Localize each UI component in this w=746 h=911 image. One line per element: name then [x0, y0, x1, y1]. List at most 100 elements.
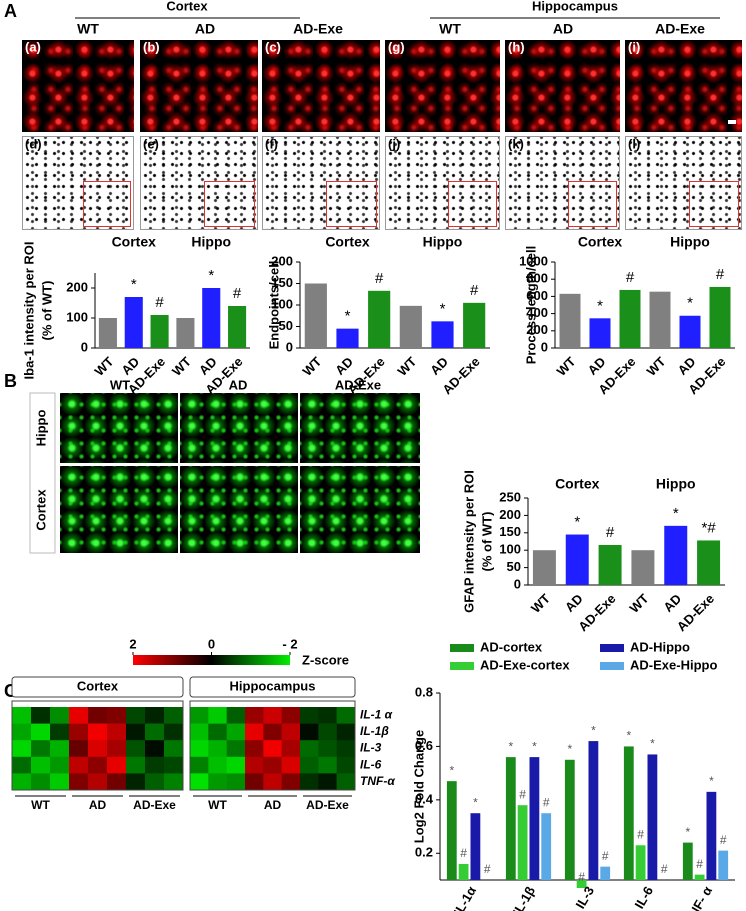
panel-title: Cortex	[77, 678, 119, 693]
micrograph	[60, 393, 178, 463]
y-tick-label: 0	[541, 339, 548, 354]
significance-marker: *	[208, 267, 214, 284]
micrograph	[180, 393, 298, 463]
skeleton-image	[385, 136, 500, 230]
y-tick-label: 0	[514, 576, 521, 591]
group-label: Hippo	[656, 476, 696, 492]
heatmap-cell	[164, 707, 184, 724]
group-label: Cortex	[555, 476, 600, 492]
heatmap-cell	[318, 773, 337, 791]
significance-marker: #	[233, 285, 242, 302]
heatmap-cell	[145, 756, 165, 774]
heatmap-cell	[336, 773, 356, 791]
heatmap-cell	[263, 707, 282, 724]
row-label-box	[29, 392, 56, 554]
heatmap-cell	[300, 773, 319, 791]
significance-marker: #	[606, 524, 615, 541]
significance-marker: *	[508, 739, 513, 753]
row-label: IL-3	[360, 741, 382, 755]
skeleton-image	[262, 136, 380, 230]
significance-marker: #	[696, 857, 703, 871]
heatmap-cell	[107, 756, 127, 774]
bar	[517, 805, 528, 880]
legend-swatch	[450, 644, 474, 652]
bar	[458, 863, 469, 880]
heatmap-cell	[208, 723, 227, 741]
column-label: AD-Exe	[335, 377, 381, 392]
panel-frame	[189, 700, 356, 791]
heatmap-cell	[126, 756, 146, 774]
heatmap-cell	[69, 756, 89, 774]
bar	[588, 741, 599, 880]
legend-swatch	[600, 644, 624, 652]
heatmap-cell	[300, 740, 319, 758]
bar	[470, 813, 481, 880]
bar	[694, 874, 705, 880]
y-tick-label: 250	[499, 489, 521, 504]
significance-marker: *	[597, 297, 603, 314]
y-tick-label: 400	[526, 305, 548, 320]
bar	[589, 318, 611, 348]
bar	[505, 757, 516, 880]
colorbar-tick-label: 0	[208, 636, 215, 651]
y-tick-label: 150	[499, 524, 521, 539]
bar	[228, 306, 247, 348]
image-label: (f)	[265, 136, 278, 151]
bar	[619, 289, 641, 348]
heatmap-cell	[88, 756, 108, 774]
bar	[635, 845, 646, 880]
heatmap-cell	[164, 756, 184, 774]
heatmap-cell	[245, 723, 264, 741]
heatmap-cell	[12, 756, 32, 774]
heatmap-cell	[69, 740, 89, 758]
row-label: Cortex	[33, 489, 48, 531]
heatmap-cell	[69, 707, 89, 724]
heatmap-cell	[245, 773, 264, 791]
row-label: Hippo	[33, 410, 48, 447]
heatmap-cell	[263, 740, 282, 758]
group-label: Hippo	[670, 234, 710, 250]
x-tick-label: IL-3	[573, 884, 598, 911]
panel-label: A	[4, 1, 17, 21]
significance-marker: #	[543, 795, 550, 809]
significance-marker: #	[637, 827, 644, 841]
axis-label: Process length/cell	[523, 246, 538, 365]
image-label: (b)	[143, 39, 160, 54]
y-tick-label: 100	[66, 309, 88, 324]
heatmap-cell	[126, 723, 146, 741]
heatmap-cell	[88, 773, 108, 791]
heatmap-cell	[208, 740, 227, 758]
micrograph	[300, 466, 420, 553]
heatmap-cell	[88, 723, 108, 741]
heatmap-cell	[281, 740, 301, 758]
significance-marker: *	[574, 514, 580, 531]
heatmap-cell	[190, 740, 209, 758]
significance-marker: #	[375, 270, 384, 287]
micrograph	[22, 40, 134, 132]
axis-label: Endpoints/cell	[266, 261, 281, 350]
heatmap-cell	[12, 773, 32, 791]
heatmap-cell	[263, 773, 282, 791]
heatmap-cell	[126, 740, 146, 758]
bar	[631, 550, 655, 585]
bar	[368, 290, 391, 348]
micrograph	[625, 40, 742, 132]
row-label: IL-1 α	[360, 707, 393, 721]
heatmap-cell	[12, 740, 32, 758]
y-tick-label: 600	[526, 288, 548, 303]
heatmap-cell	[300, 756, 319, 774]
significance-marker: *	[709, 774, 714, 788]
micrograph	[180, 466, 298, 553]
header: Hippocampus	[532, 0, 618, 13]
heatmap-cell	[190, 756, 209, 774]
x-tick-label: AD	[427, 354, 451, 378]
column-label: AD	[553, 21, 573, 37]
significance-marker: #	[484, 862, 491, 876]
image-label: (e)	[143, 136, 159, 151]
heatmap-cell	[107, 707, 127, 724]
significance-marker: #	[626, 269, 635, 286]
bar	[399, 305, 422, 348]
heatmap-cell	[107, 723, 127, 741]
skeleton-image	[505, 136, 620, 230]
